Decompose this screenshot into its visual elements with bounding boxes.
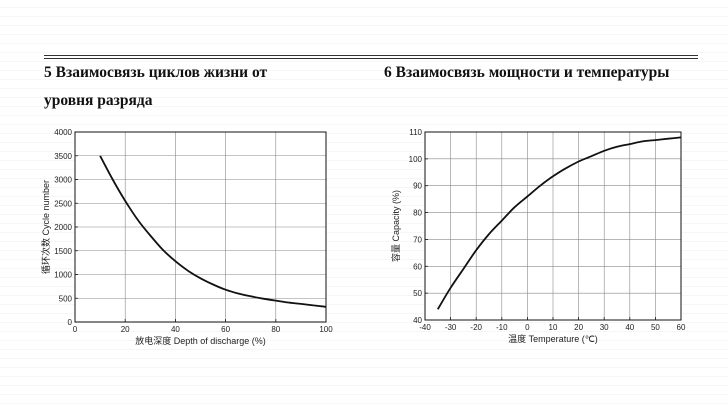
x-tick-label: 50 <box>651 323 660 332</box>
top-rule-2 <box>44 58 698 59</box>
series-line <box>99 155 327 308</box>
capacity-temperature-chart: -40 -30 -20 -10 0 10 20 30 40 50 60 40 50 60 70 80 90 100… <box>390 128 686 344</box>
top-rule-1 <box>44 55 698 56</box>
y-tick-label: 60 <box>413 262 422 271</box>
y-tick-label: 80 <box>413 209 422 218</box>
x-tick-label: -10 <box>496 323 508 332</box>
x-tick-label: 20 <box>574 323 583 332</box>
y-tick-label: 3500 <box>54 152 72 161</box>
x-tick-label: 60 <box>677 323 686 332</box>
cycle-life-chart: 0 20 40 60 80 1000500100015002000250030003500… <box>40 128 333 346</box>
x-axis-label: 温度 Temperature (℃) <box>508 333 598 344</box>
section-5-heading: 5 Взаимосвязь циклов жизни от <box>44 64 267 82</box>
x-tick-label: -40 <box>419 323 431 332</box>
x-tick-label: 100 <box>319 325 333 334</box>
x-tick-label: 40 <box>625 323 634 332</box>
x-tick-label: 30 <box>600 323 609 332</box>
section-5-heading-line2: уровня разряда <box>44 92 153 109</box>
x-tick-label: 60 <box>221 325 230 334</box>
x-tick-label: 40 <box>171 325 180 334</box>
y-tick-label: 500 <box>59 294 73 303</box>
y-tick-label: 70 <box>413 235 422 244</box>
x-tick-label: -30 <box>445 323 457 332</box>
x-tick-label: 0 <box>73 325 78 334</box>
y-tick-label: 50 <box>413 289 422 298</box>
x-tick-label: -20 <box>470 323 482 332</box>
y-tick-label: 90 <box>413 182 422 191</box>
y-axis-label: 容量 Capacity (%) <box>390 190 401 262</box>
y-tick-label: 2500 <box>54 199 72 208</box>
series-line <box>437 136 682 310</box>
y-tick-label: 100 <box>409 155 423 164</box>
y-tick-label: 0 <box>68 318 73 327</box>
x-axis-label: 放电深度 Depth of discharge (%) <box>135 335 266 346</box>
y-tick-label: 3000 <box>54 176 72 185</box>
y-tick-label: 1000 <box>54 271 72 280</box>
y-tick-label: 110 <box>409 128 422 137</box>
y-axis-label: 循环次数 Cycle number <box>40 180 51 274</box>
section-6-number: 6 <box>384 64 392 81</box>
x-tick-label: 10 <box>549 323 558 332</box>
section-5-number: 5 <box>44 64 52 81</box>
x-tick-label: 0 <box>525 323 530 332</box>
y-tick-label: 1500 <box>54 247 72 256</box>
section-6-heading: 6 Взаимосвязь мощности и температуры <box>384 64 669 82</box>
y-tick-label: 40 <box>413 316 422 325</box>
x-tick-label: 20 <box>121 325 130 334</box>
x-tick-label: 80 <box>271 325 280 334</box>
y-tick-label: 4000 <box>54 128 72 137</box>
section-5-title-line1: Взаимосвязь циклов жизни от <box>55 64 268 81</box>
y-tick-label: 2000 <box>54 223 72 232</box>
section-6-title-line1: Взаимосвязь мощности и температуры <box>395 64 670 81</box>
